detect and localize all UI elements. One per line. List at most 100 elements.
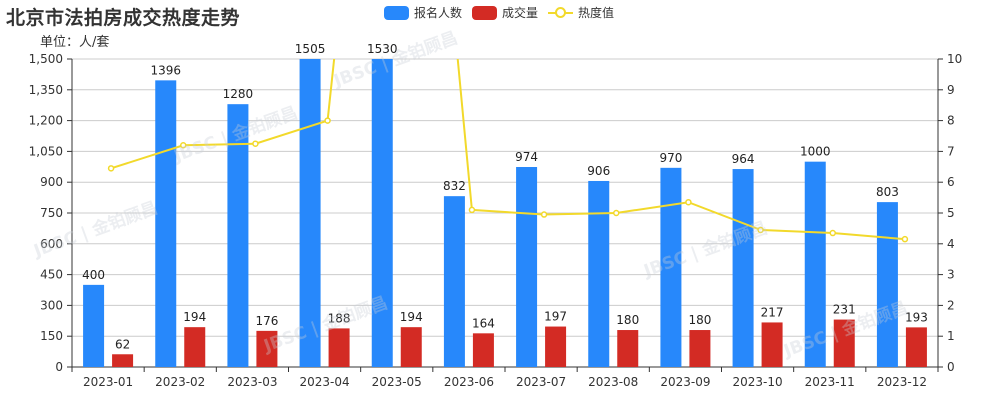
bar-signups[interactable] [876, 202, 898, 367]
bar-value-label: 194 [400, 310, 423, 324]
legend-label-deals: 成交量 [502, 6, 539, 20]
legend-swatch-signups [384, 5, 409, 20]
right-axis-tick-label: 4 [947, 237, 955, 251]
right-axis-tick-label: 3 [947, 268, 955, 282]
bar-deals[interactable] [400, 327, 422, 367]
x-axis-tick-label: 2023-10 [733, 375, 783, 389]
x-axis-tick-label: 2023-06 [444, 375, 494, 389]
bar-value-label: 400 [82, 268, 105, 282]
bar-deals[interactable] [256, 330, 278, 367]
heat-point-marker[interactable] [685, 198, 692, 206]
bar-signups[interactable] [299, 59, 321, 367]
left-axis-tick-label: 0 [55, 360, 63, 374]
heat-line[interactable] [110, 0, 906, 241]
bar-value-label: 197 [544, 310, 567, 324]
right-axis-tick-label: 6 [947, 175, 955, 189]
bar-value-label: 964 [732, 152, 755, 166]
right-axis-tick-label: 10 [947, 52, 962, 66]
bar-value-label: 1505 [295, 42, 326, 56]
bar-signups[interactable] [516, 167, 538, 367]
right-axis-tick-label: 8 [947, 114, 955, 128]
heat-point-marker[interactable] [324, 117, 331, 124]
legend-line-marker-icon [548, 6, 574, 20]
bar-signups[interactable] [371, 59, 393, 367]
heat-point-marker[interactable] [757, 226, 764, 234]
bar-deals[interactable] [833, 319, 855, 367]
heat-point-marker[interactable] [180, 141, 187, 149]
bar-value-label: 832 [443, 179, 466, 193]
left-axis-tick-label: 1,050 [29, 144, 63, 158]
bar-signups[interactable] [804, 161, 826, 367]
left-axis-tick-label: 1,500 [29, 52, 63, 66]
heat-point-marker[interactable] [252, 140, 259, 147]
bar-value-label: 803 [876, 185, 899, 199]
bar-deals[interactable] [545, 326, 567, 367]
legend-label-signups: 报名人数 [414, 6, 463, 20]
bar-value-label: 1530 [367, 42, 398, 56]
bar-signups[interactable] [443, 196, 465, 367]
left-axis-tick-label: 150 [40, 329, 63, 343]
left-axis-tick-label: 450 [40, 268, 63, 282]
right-axis-tick-label: 0 [947, 360, 955, 374]
bar-deals[interactable] [112, 354, 134, 367]
bar-deals[interactable] [617, 330, 639, 367]
heat-point-marker[interactable] [540, 211, 548, 218]
bar-value-label: 906 [587, 164, 610, 178]
legend-label-heat: 热度值 [578, 6, 615, 20]
left-axis-tick-label: 300 [40, 298, 63, 312]
heat-point-marker[interactable] [901, 235, 909, 243]
bar-deals[interactable] [472, 333, 494, 367]
legend: 报名人数 成交量 热度值 [384, 4, 624, 21]
left-axis-tick-label: 900 [40, 175, 63, 189]
x-axis-tick-label: 2023-08 [588, 375, 638, 389]
bar-deals[interactable] [761, 322, 783, 367]
bar-value-label: 180 [688, 313, 711, 327]
legend-item-deals[interactable]: 成交量 [472, 4, 538, 21]
bar-value-label: 231 [833, 303, 856, 317]
bar-value-label: 1396 [150, 63, 181, 77]
bar-value-label: 970 [659, 151, 682, 165]
bar-signups[interactable] [660, 167, 682, 367]
x-axis-tick-label: 2023-01 [83, 375, 133, 389]
left-axis-tick-label: 1,200 [29, 114, 63, 128]
bar-signups[interactable] [732, 169, 754, 367]
right-axis-tick-label: 1 [947, 329, 955, 343]
bar-signups[interactable] [155, 80, 177, 367]
heat-point-marker[interactable] [613, 209, 620, 217]
x-axis-tick-label: 2023-09 [660, 375, 710, 389]
bar-value-label: 180 [616, 313, 639, 327]
bar-signups[interactable] [588, 180, 610, 367]
heat-point-marker[interactable] [468, 206, 476, 214]
x-axis-tick-label: 2023-11 [805, 375, 855, 389]
chart-title: 北京市法拍房成交热度走势 [6, 7, 241, 29]
bar-value-label: 217 [761, 305, 784, 319]
x-axis-tick-label: 2023-07 [516, 375, 566, 389]
left-axis-tick-label: 1,350 [29, 83, 63, 97]
heat-point-marker[interactable] [107, 165, 115, 172]
bar-value-label: 62 [115, 337, 130, 351]
legend-item-signups[interactable]: 报名人数 [384, 4, 462, 21]
right-axis-tick-label: 9 [947, 83, 955, 97]
bar-deals[interactable] [328, 328, 350, 367]
bar-value-label: 1000 [800, 145, 831, 159]
heat-point-marker[interactable] [829, 229, 836, 237]
x-axis-tick-label: 2023-03 [227, 375, 277, 389]
x-axis-tick-label: 2023-12 [877, 375, 927, 389]
bar-deals[interactable] [689, 330, 711, 367]
bar-deals[interactable] [905, 327, 927, 367]
unit-label: 单位：人/套 [40, 35, 110, 50]
x-axis-tick-label: 2023-05 [372, 375, 422, 389]
bar-value-label: 1280 [223, 87, 254, 101]
bar-signups[interactable] [83, 284, 105, 367]
left-axis-tick-label: 600 [40, 237, 63, 251]
bar-value-label: 164 [472, 316, 495, 330]
legend-swatch-deals [472, 5, 498, 20]
bar-value-label: 193 [905, 310, 928, 324]
legend-item-heat[interactable]: 热度值 [548, 4, 614, 21]
bar-deals[interactable] [184, 327, 206, 367]
right-axis-tick-label: 2 [947, 298, 955, 312]
bar-value-label: 188 [328, 311, 351, 325]
bar-signups[interactable] [227, 104, 249, 367]
right-axis-tick-label: 7 [947, 144, 955, 158]
